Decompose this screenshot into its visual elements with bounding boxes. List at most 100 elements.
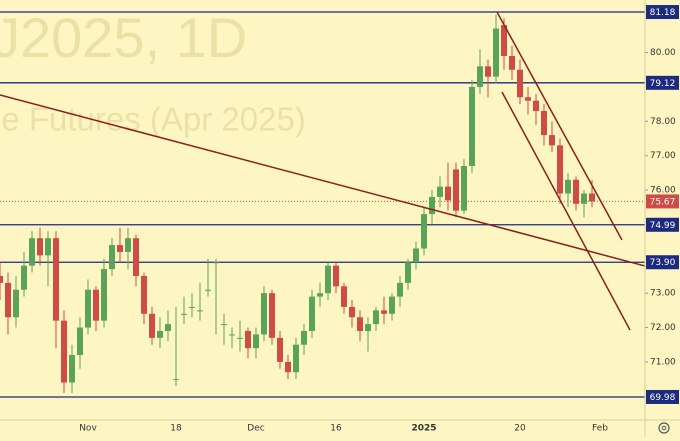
y-tick-label: 72.00 — [650, 323, 676, 333]
gear-icon[interactable] — [658, 422, 670, 434]
y-tick-label: 76.00 — [650, 186, 676, 196]
candle-body — [277, 337, 283, 362]
candle-body — [501, 25, 507, 57]
candle-body — [477, 66, 483, 87]
x-tick-label: Nov — [79, 424, 97, 434]
trend-line — [0, 94, 646, 267]
candle-body — [365, 324, 371, 331]
candle-body — [197, 310, 203, 312]
candle-body — [0, 275, 3, 283]
candle-body — [317, 293, 323, 297]
y-tick-label: 78.00 — [650, 117, 676, 127]
candle-body — [573, 179, 579, 204]
candle-body — [341, 286, 347, 307]
candle-body — [85, 289, 91, 328]
candle-body — [245, 330, 251, 349]
candle-body — [125, 238, 131, 252]
level-label: 79.12 — [650, 79, 676, 89]
candle-body — [549, 135, 555, 146]
candle-body — [589, 193, 595, 202]
candle-body — [45, 238, 51, 256]
candle-body — [173, 379, 179, 381]
candle-body — [461, 166, 467, 211]
x-tick-label: Dec — [247, 424, 264, 434]
level-label-box — [646, 75, 679, 90]
candle-body — [373, 310, 379, 325]
y-tick-label: 77.00 — [650, 151, 676, 161]
candle-body — [357, 317, 363, 331]
x-tick-label: 16 — [330, 424, 342, 434]
candle-body — [37, 238, 43, 256]
candle-body — [469, 86, 475, 167]
candle-body — [253, 334, 259, 349]
candle-body — [509, 56, 515, 70]
candle-body — [269, 293, 275, 338]
last-price-label: 75.67 — [650, 197, 676, 207]
candle-body — [333, 265, 339, 287]
candle-body — [133, 238, 139, 276]
candle-body — [581, 193, 587, 204]
candle-body — [109, 245, 115, 270]
x-tick-label: 18 — [170, 424, 182, 434]
level-label-box — [646, 389, 679, 404]
candle-body — [13, 289, 19, 318]
candle-body — [453, 169, 459, 211]
last-price-box — [646, 194, 679, 209]
trend-line — [496, 11, 623, 241]
candle-body — [565, 179, 571, 194]
candle-body — [157, 330, 163, 338]
level-label-box — [646, 217, 679, 232]
level-label-box — [646, 255, 679, 270]
candle-body — [485, 66, 491, 77]
candle-body — [389, 296, 395, 314]
candle-body — [309, 296, 315, 331]
x-tick-label: 20 — [514, 424, 526, 434]
candle-body — [149, 313, 155, 338]
candle-body — [525, 97, 531, 101]
candle-body — [205, 289, 211, 291]
candle-body — [261, 293, 267, 335]
level-label-box — [646, 5, 679, 20]
candle-body — [189, 306, 195, 308]
candle-body — [77, 327, 83, 356]
level-label: 69.98 — [650, 393, 676, 403]
candle-body — [397, 282, 403, 297]
candle-body — [29, 238, 35, 266]
y-tick-label: 71.00 — [650, 357, 676, 367]
candle-body — [229, 334, 235, 336]
settings-button[interactable] — [658, 422, 670, 434]
candle-body — [421, 214, 427, 249]
candle-body — [285, 361, 291, 373]
trend-lines — [0, 11, 646, 331]
candle-body — [93, 289, 99, 321]
candle-body — [21, 265, 27, 290]
candle-body — [69, 355, 75, 383]
candle-body — [61, 320, 67, 383]
y-tick-label: 80.00 — [650, 48, 676, 58]
x-tick-label: Feb — [592, 424, 608, 434]
x-tick-label: 2025 — [411, 424, 436, 434]
candle-body — [541, 111, 547, 136]
level-label: 73.90 — [650, 258, 676, 268]
candle-body — [293, 344, 299, 373]
candle-body — [557, 145, 563, 194]
candle-body — [117, 245, 123, 252]
candle-body — [325, 265, 331, 294]
candle-body — [165, 324, 171, 331]
candle-body — [381, 310, 387, 314]
candle-body — [429, 196, 435, 215]
gear-center[interactable] — [661, 425, 667, 431]
candle-body — [213, 262, 219, 264]
candle-body — [493, 28, 499, 77]
candle-body — [413, 248, 419, 263]
y-tick-label: 73.00 — [650, 289, 676, 299]
candle-body — [5, 282, 11, 318]
candle-body — [141, 275, 147, 314]
candle-body — [181, 313, 187, 315]
level-label: 74.99 — [650, 221, 676, 231]
candle-body — [533, 100, 539, 112]
candle-body — [301, 330, 307, 345]
candle-body — [405, 262, 411, 283]
